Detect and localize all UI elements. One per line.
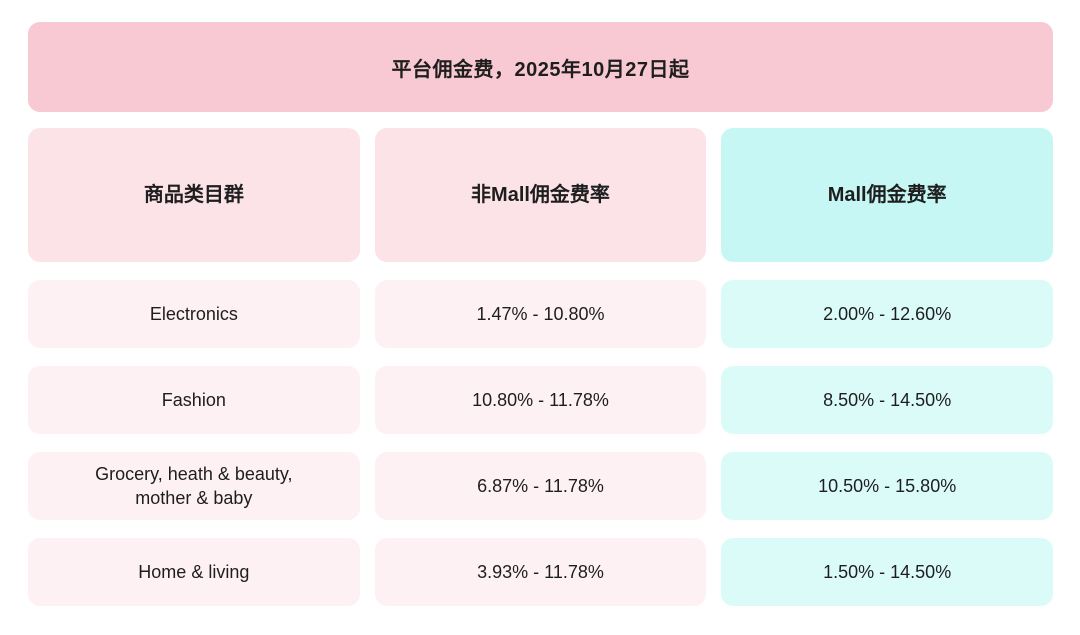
non-mall-rate-value: 3.93% - 11.78% <box>477 561 604 582</box>
non-mall-rate-cell-fashion: 10.80% - 11.78% <box>374 366 707 434</box>
non-mall-rate-value: 6.87% - 11.78% <box>477 475 604 496</box>
category-cell-home-living: Home & living <box>28 538 360 606</box>
commission-table: 商品类目群 非Mall佣金费率 Mall佣金费率 Electronics 1.4… <box>28 128 1053 606</box>
header-label-mall-rate: Mall佣金费率 <box>827 183 947 206</box>
category-cell-grocery: Grocery, heath & beauty, mother & baby <box>28 452 360 520</box>
mall-rate-value: 8.50% - 14.50% <box>823 389 952 410</box>
category-cell-electronics: Electronics <box>28 280 360 348</box>
category-cell-fashion: Fashion <box>28 366 360 434</box>
mall-rate-value: 10.50% - 15.80% <box>818 475 957 496</box>
header-cell-mall-rate: Mall佣金费率 <box>721 128 1053 262</box>
header-label-non-mall-rate: 非Mall佣金费率 <box>471 183 610 206</box>
non-mall-rate-value: 10.80% - 11.78% <box>472 389 609 410</box>
non-mall-rate-cell-electronics: 1.47% - 10.80% <box>374 280 707 348</box>
non-mall-rate-cell-home-living: 3.93% - 11.78% <box>374 538 707 606</box>
header-cell-non-mall-rate: 非Mall佣金费率 <box>374 128 707 262</box>
category-label: Fashion <box>161 389 226 410</box>
mall-rate-cell-fashion: 8.50% - 14.50% <box>721 366 1053 434</box>
non-mall-rate-cell-grocery: 6.87% - 11.78% <box>374 452 707 520</box>
header-label-category: 商品类目群 <box>143 183 244 206</box>
page-title: 平台佣金费，2025年10月27日起 <box>391 58 690 81</box>
non-mall-rate-value: 1.47% - 10.80% <box>476 303 605 324</box>
mall-rate-cell-grocery: 10.50% - 15.80% <box>721 452 1053 520</box>
mall-rate-cell-home-living: 1.50% - 14.50% <box>721 538 1053 606</box>
mall-rate-cell-electronics: 2.00% - 12.60% <box>721 280 1053 348</box>
category-label: Home & living <box>138 561 250 582</box>
category-label: Grocery, heath & beauty, mother & baby <box>95 463 293 508</box>
mall-rate-value: 1.50% - 14.50% <box>823 561 952 582</box>
header-cell-category: 商品类目群 <box>28 128 360 262</box>
category-label: Electronics <box>149 303 238 324</box>
title-banner: 平台佣金费，2025年10月27日起 <box>28 22 1053 112</box>
mall-rate-value: 2.00% - 12.60% <box>823 303 952 324</box>
